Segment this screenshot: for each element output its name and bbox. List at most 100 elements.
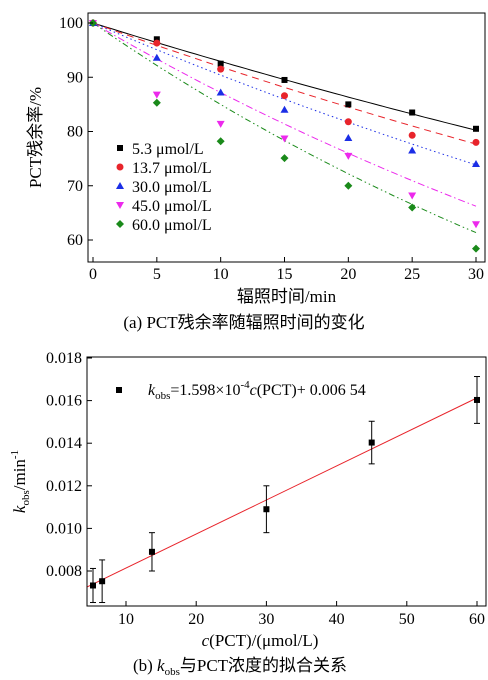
y-tick-label: 100 <box>59 15 83 32</box>
plot-frame <box>86 356 487 607</box>
data-point <box>408 192 417 200</box>
eq-k: k <box>148 382 156 399</box>
data-point <box>280 135 289 143</box>
data-point <box>472 160 480 168</box>
x-tick-label: 20 <box>340 266 356 283</box>
data-point <box>281 92 288 100</box>
axes-frame <box>86 356 487 607</box>
x-tick-label: 10 <box>213 266 229 283</box>
legend-label: 5.3 μmol/L <box>132 141 204 158</box>
x-tick-label: 25 <box>404 266 420 283</box>
tick-labels: 10 20 30 40 50 60 0.008 0.010 0.012 0.014 0.016 0.0… <box>46 350 485 628</box>
x-tick-label: 50 <box>399 611 415 628</box>
data-point <box>216 88 225 96</box>
x-tick-label: 5 <box>153 266 161 283</box>
eq-sub: obs <box>155 390 170 402</box>
data-point <box>152 98 161 107</box>
legend-marker <box>116 163 124 171</box>
y-tick-label: 0.014 <box>46 435 82 452</box>
data-point <box>344 181 353 190</box>
x-tick-label: 40 <box>329 611 345 628</box>
y-tick-label: 0.016 <box>46 393 82 410</box>
legend-marker <box>117 145 123 151</box>
x-axis-label: c(PCT)/(μmol/L) <box>202 631 319 650</box>
data-point <box>344 134 353 142</box>
data-point <box>408 146 417 154</box>
data-point <box>408 131 416 139</box>
data-point <box>216 137 225 146</box>
fit-line <box>87 397 478 588</box>
caption-a: (a) PCT残余率随辐照时间的变化 <box>123 313 364 332</box>
data-point <box>344 152 353 160</box>
x-tick-label: 20 <box>188 611 204 628</box>
data-point <box>90 582 97 589</box>
data-point <box>99 578 106 585</box>
eq-part2: (PCT)+ 0.006 54 <box>257 382 366 399</box>
ylabel-k: k <box>10 505 29 513</box>
y-tick-label: 80 <box>67 124 83 141</box>
x-tick-label: 30 <box>468 266 484 283</box>
caption-rest: 与PCT浓度的拟合关系 <box>180 656 347 675</box>
data-point <box>152 91 161 99</box>
data-point <box>217 65 225 73</box>
y-tick-label: 70 <box>67 178 83 195</box>
tick-labels: 0 5 10 15 20 25 30 60 70 80 90 100 <box>59 15 484 283</box>
y-axis-label: kobs/min-1 <box>9 450 32 513</box>
panel-b-chart: 10 20 30 40 50 60 0.008 0.010 0.012 0.014 0.016 0.0… <box>9 350 487 678</box>
data-point <box>408 203 417 212</box>
caption-prefix: (b) <box>133 656 157 675</box>
legend-marker <box>116 220 124 228</box>
xlabel-rest: (PCT)/(μmol/L) <box>209 631 318 650</box>
fit-curve <box>92 22 477 145</box>
x-tick-label: 30 <box>258 611 274 628</box>
data-point <box>216 120 225 128</box>
data-point <box>153 36 160 43</box>
x-axis-label: 辐照时间/min <box>237 287 337 306</box>
legend-label: 13.7 μmol/L <box>132 160 212 177</box>
data-point <box>280 105 289 113</box>
y-tick-label: 60 <box>67 232 83 249</box>
x-tick-label: 0 <box>89 266 97 283</box>
data-point <box>263 506 270 513</box>
data-point <box>472 244 480 253</box>
legend-marker <box>116 387 122 393</box>
axes-frame <box>87 12 486 263</box>
legend-marker <box>116 202 124 209</box>
data-point <box>473 125 479 132</box>
data-point <box>281 76 288 83</box>
caption-sub: obs <box>165 666 180 678</box>
data-point <box>217 60 224 67</box>
data-point <box>409 109 416 116</box>
y-axis-label: PCT残余率/% <box>26 87 45 188</box>
ylabel-sub: obs <box>20 490 32 505</box>
data-point <box>345 101 352 108</box>
data-point <box>152 53 161 61</box>
panel-a-chart: 0 5 10 15 20 25 30 60 70 80 90 100 5.3 μmol/L 13.7 μ… <box>26 12 486 332</box>
data-point <box>344 118 352 126</box>
data-point <box>474 396 480 403</box>
data-point <box>148 548 155 555</box>
y-tick-label: 0.012 <box>46 478 82 495</box>
y-tick-label: 0.008 <box>46 563 82 580</box>
caption-k: k <box>157 656 165 675</box>
data-point <box>280 154 289 163</box>
legend: kobs=1.598×10-4c(PCT)+ 0.006 54 <box>116 379 366 402</box>
legend-marker <box>116 182 124 189</box>
fit-curve <box>92 22 477 131</box>
xlabel-c: c <box>202 631 210 650</box>
y-tick-label: 0.010 <box>46 520 82 537</box>
data-points <box>90 376 480 604</box>
ylabel-unit: /min <box>10 459 29 491</box>
legend-label: 30.0 μmol/L <box>132 179 212 196</box>
eq-sup: -4 <box>240 379 250 391</box>
x-tick-label: 60 <box>469 611 485 628</box>
caption-b: (b) kobs与PCT浓度的拟合关系 <box>133 656 347 678</box>
plot-frame <box>87 12 486 263</box>
data-point <box>368 439 375 446</box>
eq-c: c <box>250 382 257 399</box>
y-tick-label: 90 <box>67 69 83 86</box>
ylabel-sup: -1 <box>9 450 21 459</box>
data-point <box>472 138 480 146</box>
data-point <box>472 221 480 229</box>
